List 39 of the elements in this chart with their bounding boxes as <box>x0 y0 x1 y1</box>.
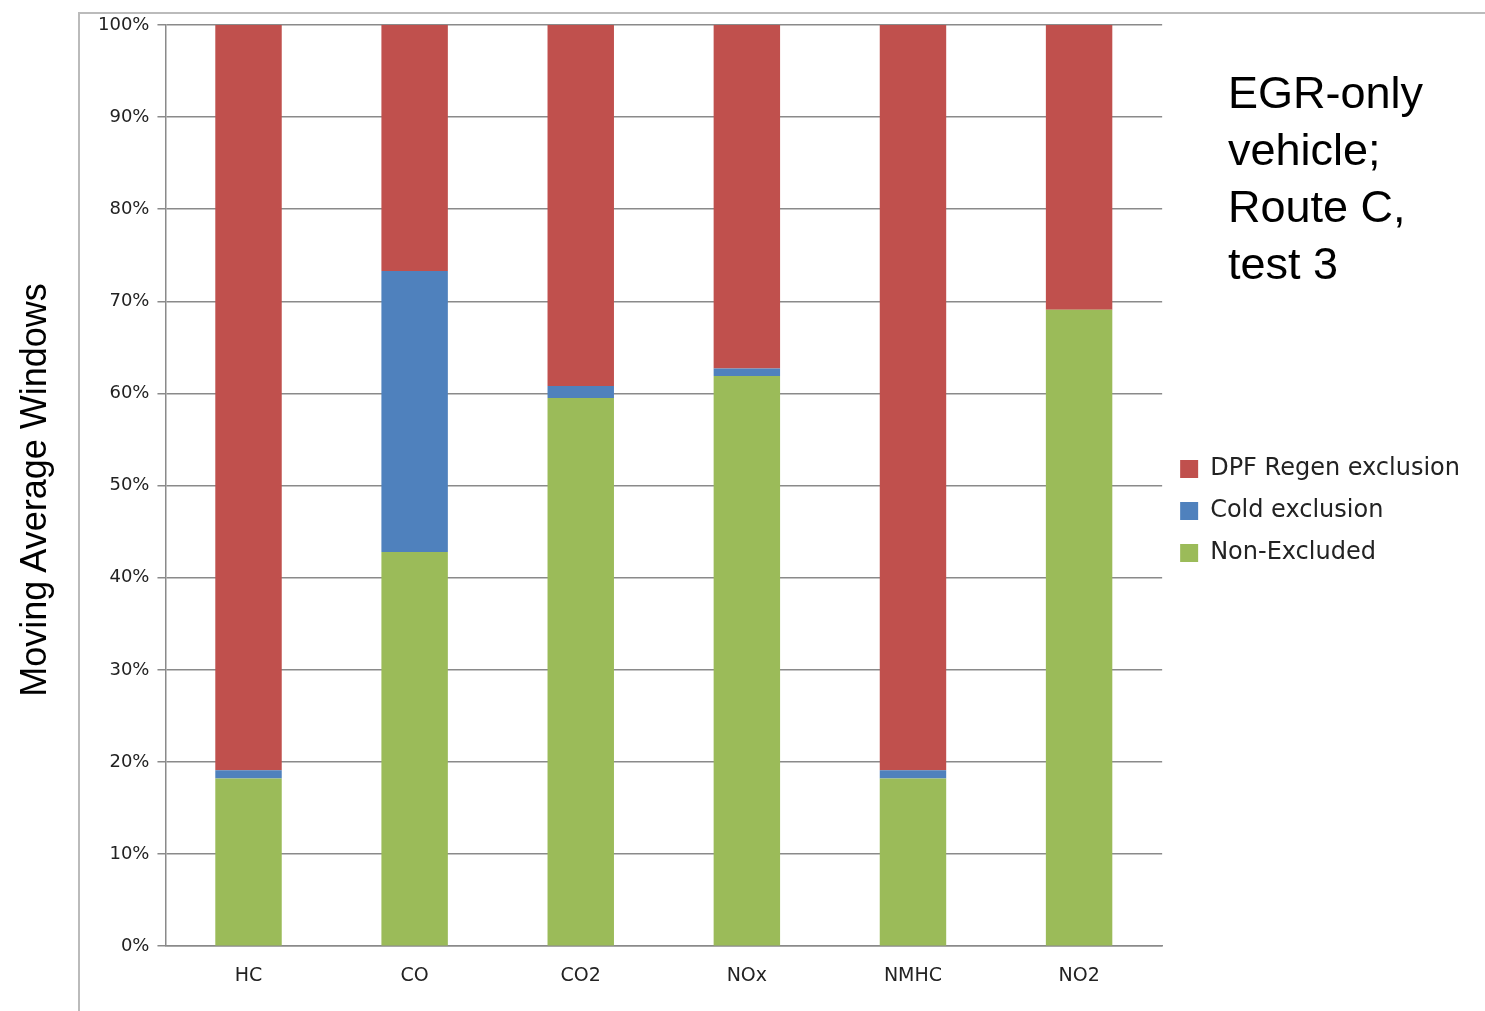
y-tick-label: 90% <box>109 104 150 126</box>
bar <box>215 25 282 771</box>
y-tick-label: 80% <box>109 196 150 218</box>
bar <box>381 270 448 552</box>
bar <box>713 375 781 946</box>
y-tick-label: 70% <box>109 289 150 311</box>
y-tick-label: 50% <box>109 473 150 495</box>
bar <box>381 551 448 946</box>
bar <box>1045 309 1113 946</box>
bar <box>713 25 781 369</box>
bar <box>547 25 614 387</box>
bar <box>713 368 781 376</box>
y-tick-label: 30% <box>109 657 150 679</box>
bar <box>879 25 947 771</box>
x-tick-label: CO2 <box>560 962 601 985</box>
x-tick-label: CO <box>400 962 429 985</box>
y-axis-title: Moving Average Windows <box>13 283 55 697</box>
x-tick-label: NMHC <box>883 962 943 985</box>
legend-label: Cold exclusion <box>1210 495 1384 524</box>
y-tick-label: 60% <box>109 381 150 403</box>
x-tick-label: HC <box>234 962 263 985</box>
x-tick-label: NOx <box>726 962 768 985</box>
text: EGR-only vehicle; Route C, test 3 <box>1228 66 1425 291</box>
legend-label: DPF Regen exclusion <box>1210 453 1460 482</box>
bar <box>215 770 282 779</box>
bar <box>215 778 282 946</box>
y-tick-label: 10% <box>109 841 150 863</box>
legend-label: Non-Excluded <box>1210 537 1376 566</box>
bar <box>1045 25 1113 310</box>
bar <box>381 25 448 271</box>
x-tick-label: NO2 <box>1058 962 1100 985</box>
y-tick-label: 0% <box>120 933 150 955</box>
y-tick-label: 100% <box>97 12 150 34</box>
bar <box>879 770 947 779</box>
bar <box>547 398 614 946</box>
y-tick-label: 40% <box>109 565 150 587</box>
bar <box>547 386 614 399</box>
bar <box>879 778 947 946</box>
y-tick-label: 20% <box>109 749 150 771</box>
